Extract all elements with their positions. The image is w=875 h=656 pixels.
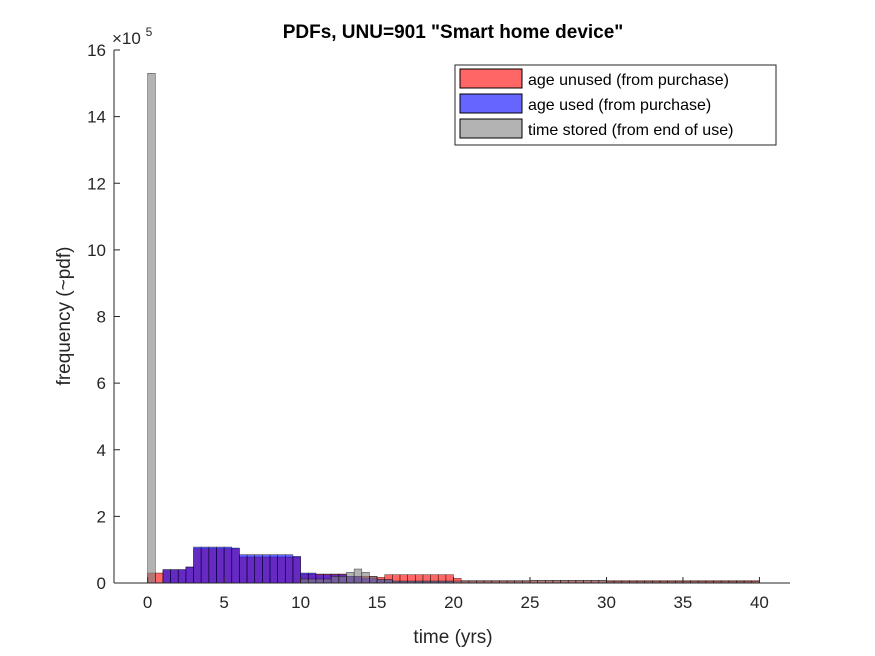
- bar: [369, 576, 378, 584]
- bar: [284, 554, 294, 584]
- legend-item: time stored (from end of use): [459, 118, 733, 139]
- bar: [361, 572, 370, 584]
- legend-swatch: [459, 93, 523, 114]
- x-tick-label: 35: [673, 593, 692, 612]
- legend-swatch: [459, 118, 523, 139]
- y-tick-label: 4: [97, 441, 106, 460]
- y-exponent-multiplier: ×10 5: [112, 25, 153, 48]
- legend-label: time stored (from end of use): [528, 122, 733, 139]
- bar: [277, 554, 286, 584]
- x-tick-label: 20: [444, 593, 463, 612]
- x-tick-label: 30: [597, 593, 616, 612]
- y-tick-label: 16: [87, 41, 106, 60]
- y-exponent-power: 5: [146, 25, 153, 39]
- bar: [239, 554, 248, 584]
- bar: [200, 546, 210, 584]
- bar: [231, 547, 240, 584]
- x-tick-label: 0: [143, 593, 152, 612]
- legend-label: age used (from purchase): [528, 97, 711, 114]
- x-tick-label: 40: [750, 593, 769, 612]
- bar: [246, 554, 256, 584]
- x-tick-label: 10: [291, 593, 310, 612]
- bar: [353, 568, 363, 584]
- y-exponent-base: ×10: [112, 29, 141, 48]
- bar: [315, 578, 324, 584]
- bar: [223, 546, 233, 584]
- bar: [193, 546, 202, 584]
- bar: [338, 576, 347, 584]
- y-tick-label: 0: [97, 574, 106, 593]
- bar: [346, 572, 355, 584]
- bar: [208, 546, 217, 584]
- chart-title: PDFs, UNU=901 "Smart home device": [283, 22, 624, 43]
- bar: [323, 578, 332, 584]
- bar: [307, 578, 317, 584]
- bar: [154, 572, 164, 584]
- legend: age unused (from purchase) age used (from…: [454, 64, 777, 146]
- bar: [254, 554, 263, 584]
- bar: [147, 73, 156, 584]
- x-tick-label: 5: [219, 593, 228, 612]
- bar: [170, 569, 179, 584]
- x-tick-label: 15: [368, 593, 387, 612]
- bar: [216, 546, 225, 584]
- bar: [292, 556, 301, 584]
- bar: [269, 554, 278, 584]
- y-tick-label: 6: [97, 374, 106, 393]
- legend-label: age unused (from purchase): [528, 72, 729, 89]
- bar: [162, 569, 171, 584]
- legend-item: age unused (from purchase): [459, 68, 729, 89]
- y-tick-label: 12: [87, 174, 106, 193]
- legend-item: age used (from purchase): [459, 93, 711, 114]
- bar: [177, 569, 187, 584]
- bar: [330, 576, 340, 584]
- x-axis-label: time (yrs): [413, 627, 492, 648]
- series-3-bars: [147, 73, 760, 584]
- bar: [262, 554, 271, 584]
- y-tick-label: 8: [97, 308, 106, 327]
- bar: [300, 578, 309, 584]
- y-tick-label: 10: [87, 241, 106, 260]
- x-tick-label: 25: [521, 593, 540, 612]
- y-tick-label: 14: [87, 108, 106, 127]
- y-axis-label: frequency (~pdf): [54, 247, 75, 386]
- y-tick-label: 2: [97, 507, 106, 526]
- legend-swatch: [459, 68, 523, 89]
- plot-area: 0 5 10 15 20 25 30 35 40 0 2 4 6 8 10 12 14 16: [87, 41, 790, 612]
- bar: [185, 566, 194, 584]
